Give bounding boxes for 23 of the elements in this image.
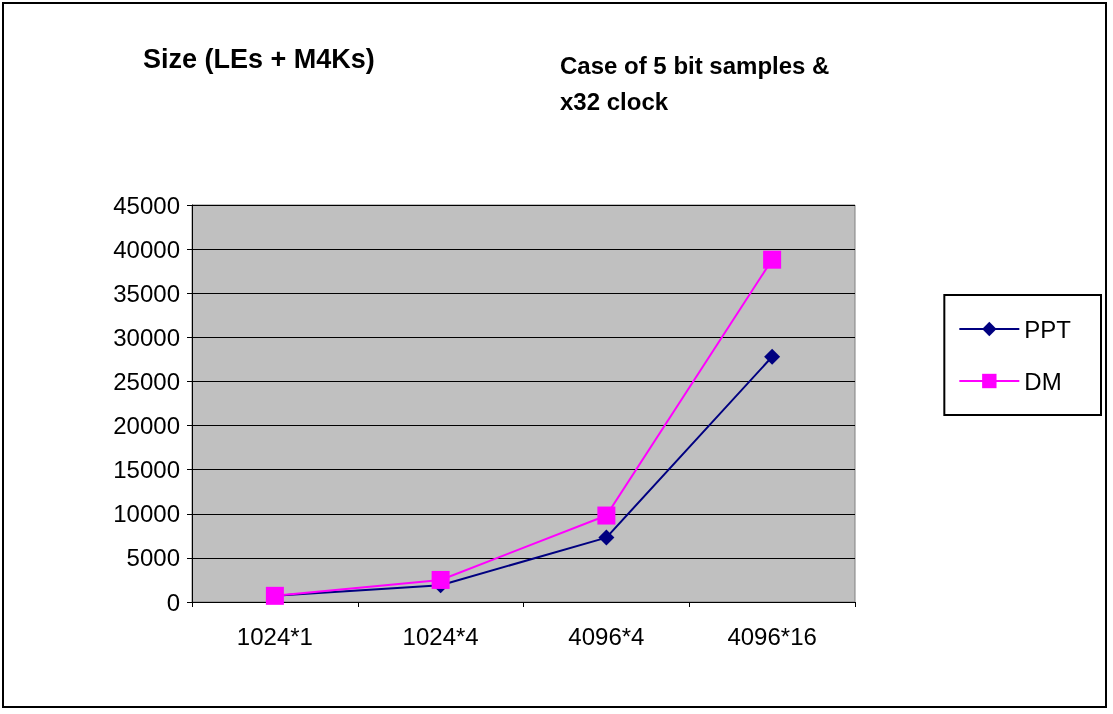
y-tick-label: 45000 [113,191,180,219]
x-tick-label: 1024*1 [236,622,313,650]
y-tick-label: 30000 [113,323,180,351]
y-tick-label: 25000 [113,367,180,395]
y-tick-label: 10000 [113,500,180,528]
y-tick-label: 20000 [113,412,180,440]
y-tick-label: 15000 [113,456,180,484]
y-tick-label: 35000 [113,279,180,307]
point [431,570,450,589]
y-tick-label: 5000 [126,544,180,572]
point [764,348,781,365]
x-tick-label: 4096*4 [568,622,645,650]
chart-title: Size (LEs + M4Ks) [143,43,375,74]
x-tick-label: 1024*4 [402,622,479,650]
chart-subtitle: Case of 5 bit samples & x32 clock [560,51,837,115]
legend-label: PPT [1024,315,1072,343]
point [597,506,616,525]
point [763,250,782,269]
x-tick-label: 4096*16 [727,622,817,650]
y-tick-label: 0 [166,588,180,616]
legend-label: DM [1024,367,1062,395]
y-tick-label: 40000 [113,235,180,263]
point [598,529,615,546]
